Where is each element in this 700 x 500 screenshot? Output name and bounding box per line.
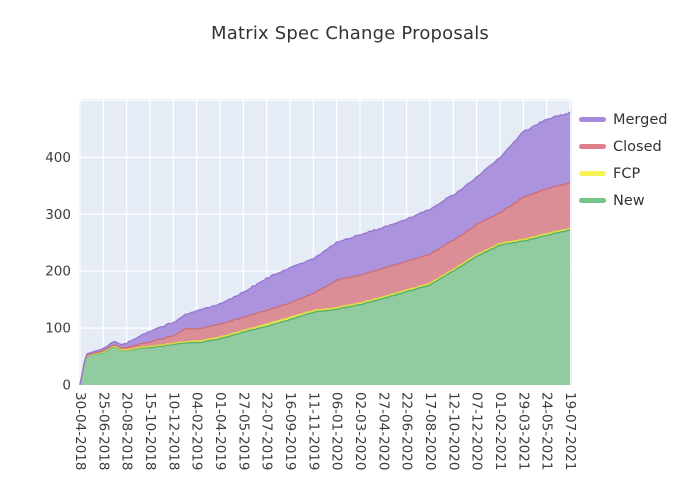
- x-tick-label: 01-02-2021: [492, 392, 508, 470]
- line-closed: [79, 181, 571, 385]
- legend-label-merged: Merged: [613, 111, 668, 128]
- x-tick-label: 19-07-2021: [562, 392, 578, 470]
- legend-item-fcp[interactable]: FCP: [579, 160, 667, 187]
- legend-item-merged[interactable]: Merged: [579, 106, 667, 133]
- x-tick-label: 15-10-2018: [142, 392, 158, 470]
- line-merged: [79, 111, 571, 385]
- legend-item-closed[interactable]: Closed: [579, 133, 667, 160]
- y-tick-label: 300: [45, 207, 71, 223]
- x-tick-label: 27-05-2019: [235, 392, 251, 470]
- x-tick-label: 22-07-2019: [259, 392, 275, 470]
- x-tick-label: 24-05-2021: [539, 392, 555, 470]
- legend-swatch-new: [579, 198, 606, 203]
- line-new: [79, 229, 571, 385]
- y-tick-label: 0: [62, 378, 71, 394]
- x-tick-label: 17-08-2020: [422, 392, 438, 470]
- legend-item-new[interactable]: New: [579, 187, 667, 214]
- y-tick-label: 200: [45, 264, 71, 280]
- area-new: [80, 229, 570, 385]
- x-tick-label: 25-06-2018: [95, 392, 111, 470]
- legend-label-new: New: [613, 192, 645, 209]
- legend: Merged Closed FCP New: [579, 106, 667, 214]
- x-tick-label: 27-04-2020: [375, 392, 391, 470]
- x-tick-label: 16-09-2019: [282, 392, 298, 470]
- legend-label-fcp: FCP: [613, 165, 641, 182]
- legend-swatch-fcp: [579, 171, 606, 176]
- x-tick-label: 29-03-2021: [515, 392, 531, 470]
- series-areas: [79, 111, 571, 385]
- legend-swatch-merged: [579, 117, 606, 122]
- x-tick-label: 04-02-2019: [189, 392, 205, 470]
- x-tick-label: 10-12-2018: [165, 392, 181, 470]
- y-tick-label: 400: [45, 150, 71, 166]
- x-tick-label: 07-12-2020: [469, 392, 485, 470]
- y-tick-label: 100: [45, 321, 71, 337]
- x-axis-ticks: 30-04-2018 25-06-2018 20-08-2018 15-10-2018…: [72, 392, 578, 470]
- chart-title: Matrix Spec Change Proposals: [211, 23, 489, 44]
- x-tick-label: 06-01-2020: [329, 392, 345, 470]
- x-tick-label: 20-08-2018: [119, 392, 135, 470]
- x-tick-label: 30-04-2018: [72, 392, 88, 470]
- x-tick-label: 12-10-2020: [445, 392, 461, 470]
- y-axis-ticks: 0 100 200 300 400: [45, 150, 71, 394]
- line-fcp: [79, 227, 571, 385]
- legend-label-closed: Closed: [613, 138, 662, 155]
- x-tick-label: 22-06-2020: [399, 392, 415, 470]
- x-tick-label: 01-04-2019: [212, 392, 228, 470]
- x-tick-label: 11-11-2019: [305, 392, 321, 470]
- legend-swatch-closed: [579, 144, 606, 149]
- x-tick-label: 02-03-2020: [352, 392, 368, 470]
